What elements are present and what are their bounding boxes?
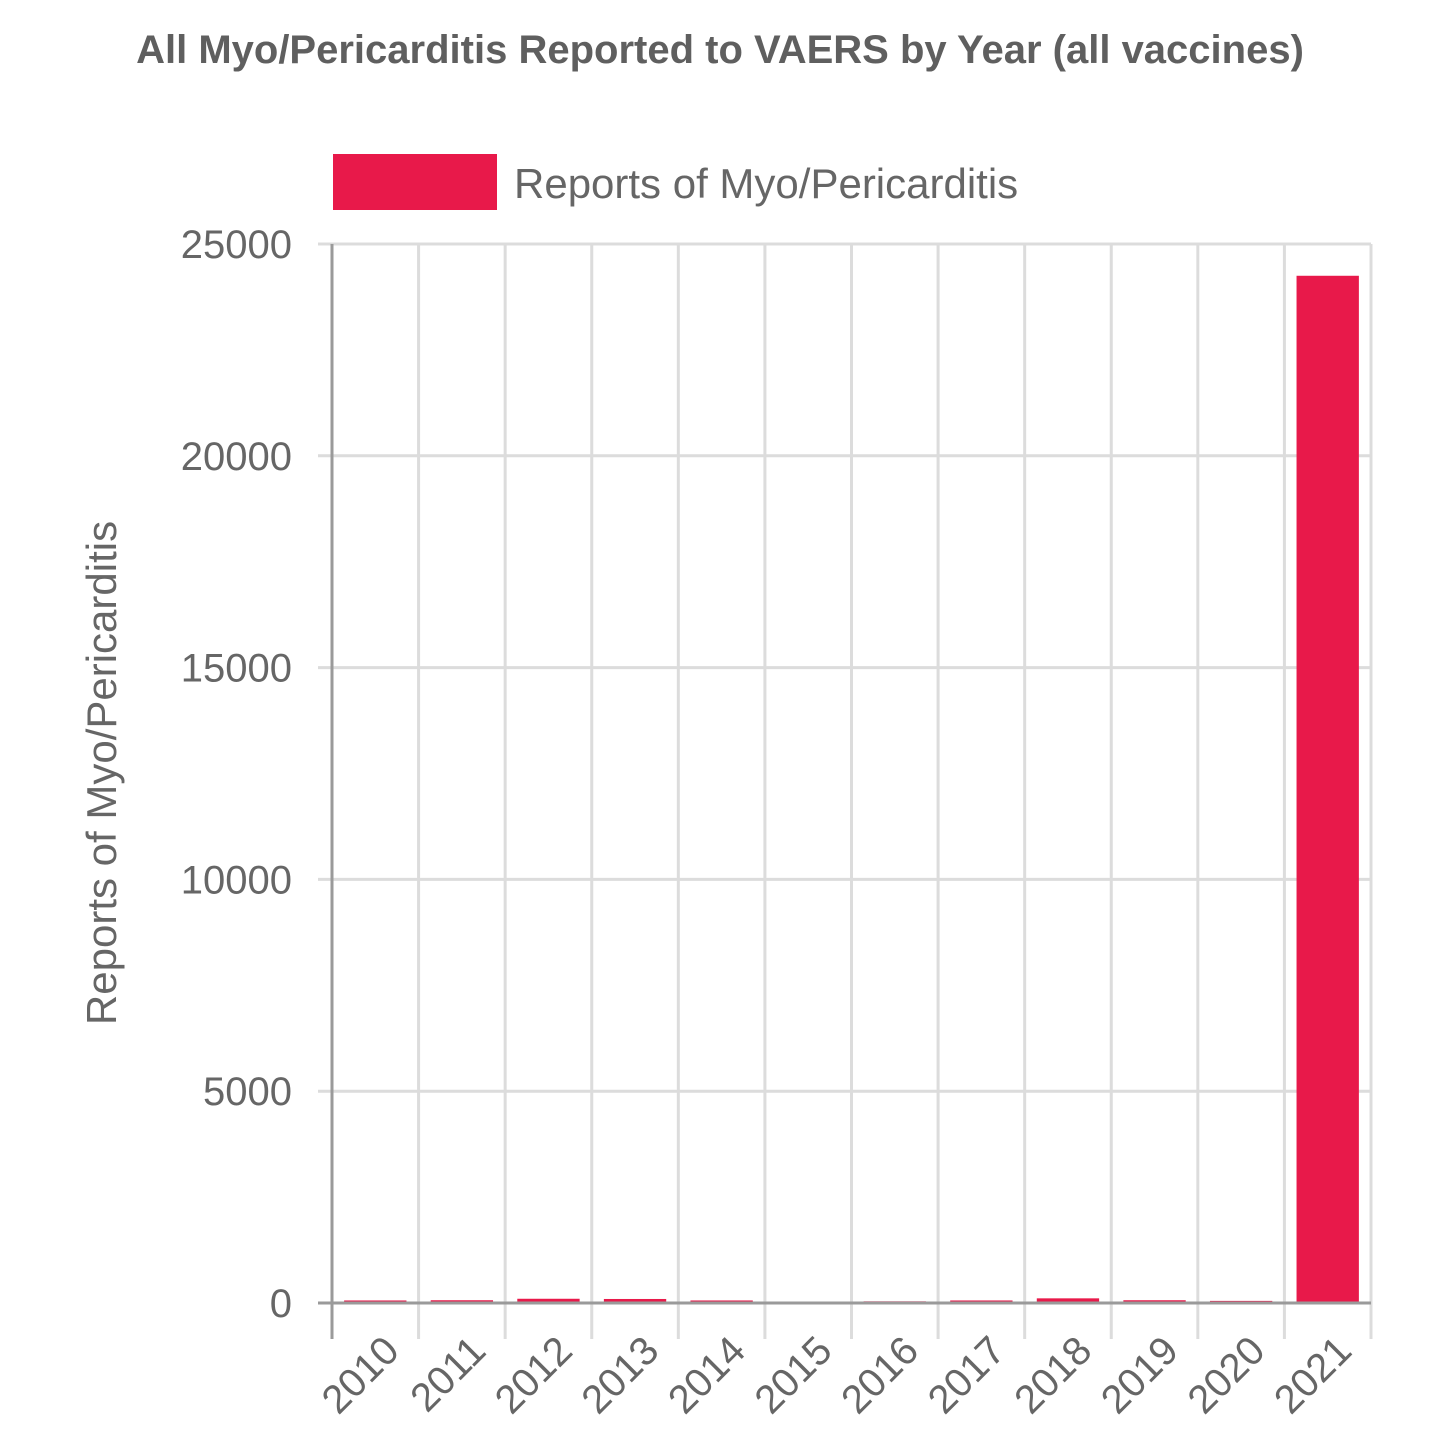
x-tick-label: 2018 [1006, 1328, 1100, 1422]
x-tick-label: 2012 [487, 1328, 581, 1422]
grid-lines [318, 242, 1373, 1339]
x-tick-label: 2016 [833, 1328, 927, 1422]
chart-title: All Myo/Pericarditis Reported to VAERS b… [136, 28, 1304, 72]
bar-2021 [1296, 275, 1359, 1303]
axes: 0500010000150002000025000201020112012201… [181, 223, 1371, 1422]
y-tick-label: 0 [270, 1282, 292, 1326]
y-tick-label: 20000 [181, 435, 292, 479]
x-tick-label: 2020 [1179, 1328, 1273, 1422]
x-tick-label: 2015 [747, 1328, 841, 1422]
x-tick-label: 2014 [660, 1328, 754, 1422]
x-tick-label: 2017 [920, 1328, 1014, 1422]
bar-2012 [517, 1298, 580, 1303]
y-tick-label: 15000 [181, 647, 292, 691]
y-axis-title: Reports of Myo/Pericarditis [78, 521, 125, 1025]
legend-swatch [333, 154, 497, 210]
y-tick-label: 25000 [181, 223, 292, 267]
y-tick-label: 10000 [181, 858, 292, 902]
x-tick-label: 2019 [1093, 1328, 1187, 1422]
x-tick-label: 2013 [573, 1328, 667, 1422]
x-tick-label: 2021 [1266, 1328, 1360, 1422]
legend-label: Reports of Myo/Pericarditis [514, 160, 1018, 207]
x-tick-label: 2011 [402, 1328, 494, 1420]
bar-2018 [1036, 1298, 1100, 1303]
x-tick-label: 2010 [314, 1328, 408, 1422]
y-tick-label: 5000 [203, 1070, 292, 1114]
legend: Reports of Myo/Pericarditis [333, 154, 1018, 210]
bar-2013 [603, 1298, 667, 1303]
